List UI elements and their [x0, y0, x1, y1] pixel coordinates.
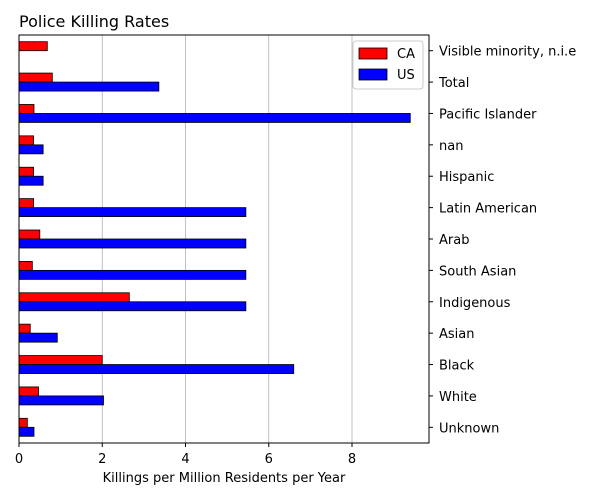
bar-us-asian: [18, 332, 58, 343]
y-tick-label-nan: nan: [439, 139, 463, 154]
bar-ca-indigenous: [18, 292, 130, 303]
legend: CA US: [352, 40, 424, 90]
y-tick-label-black: Black: [439, 359, 475, 374]
y-tick-label-arab: Arab: [439, 233, 469, 248]
y-tick-label-total: Total: [438, 76, 469, 91]
bar-us-arab: [18, 238, 247, 249]
bar-ca-south-asian: [18, 260, 33, 271]
bar-us-indigenous: [18, 301, 247, 312]
y-tick-label-white: White: [439, 390, 477, 405]
x-tick-label-2: 2: [98, 452, 106, 467]
bar-us-white: [18, 395, 104, 406]
bar-ca-asian: [18, 323, 31, 334]
bar-ca-total: [18, 72, 53, 83]
x-tick-label-0: 0: [15, 452, 23, 467]
x-tick-label-4: 4: [181, 452, 189, 467]
chart-title: Police Killing Rates: [19, 12, 169, 31]
legend-label-ca: CA: [397, 47, 415, 62]
bar-ca-arab: [18, 229, 41, 240]
bar-us-pacific-islander: [18, 113, 411, 123]
bar-us-total: [18, 81, 160, 92]
y-tick-label-hispanic: Hispanic: [439, 170, 494, 185]
y-tick-label-latin-american: Latin American: [439, 202, 537, 217]
bar-ca-nan: [18, 135, 34, 146]
y-tick-label-indigenous: Indigenous: [439, 296, 511, 311]
bar-us-latin-american: [18, 207, 247, 218]
bar-ca-unknown: [18, 417, 28, 428]
x-axis-ticks: 0 2 4 6 8: [15, 443, 356, 467]
bar-ca-hispanic: [18, 166, 34, 177]
bar-us-hispanic: [18, 175, 44, 186]
bar-us-south-asian: [18, 269, 247, 280]
y-tick-label-asian: Asian: [439, 327, 474, 342]
y-tick-label-south-asian: South Asian: [439, 264, 516, 279]
bar-ca-latin-american: [18, 198, 34, 209]
x-tick-label-8: 8: [348, 452, 356, 467]
legend-swatch-ca: [358, 47, 388, 60]
bar-ca-pacific-islander: [18, 104, 35, 114]
x-axis-label: Killings per Million Residents per Year: [103, 471, 346, 486]
bar-ca-black: [18, 355, 103, 365]
legend-label-us: US: [397, 68, 415, 83]
y-tick-label-unknown: Unknown: [439, 421, 499, 436]
bar-ca-white: [18, 386, 39, 397]
y-tick-label-pacific-islander: Pacific Islander: [439, 107, 537, 122]
y-axis-ticks: Unknown White Black Asian Indigenous South As…: [429, 45, 576, 436]
bar-us-unknown: [18, 426, 35, 437]
bar-ca-visible-minority-n-i-e: [18, 41, 48, 52]
x-tick-label-6: 6: [265, 452, 273, 467]
bar-us-nan: [18, 144, 44, 155]
y-tick-label-visible-minority-n-i-e: Visible minority, n.i.e: [439, 45, 576, 60]
legend-swatch-us: [358, 68, 388, 81]
bar-us-black: [18, 364, 295, 374]
